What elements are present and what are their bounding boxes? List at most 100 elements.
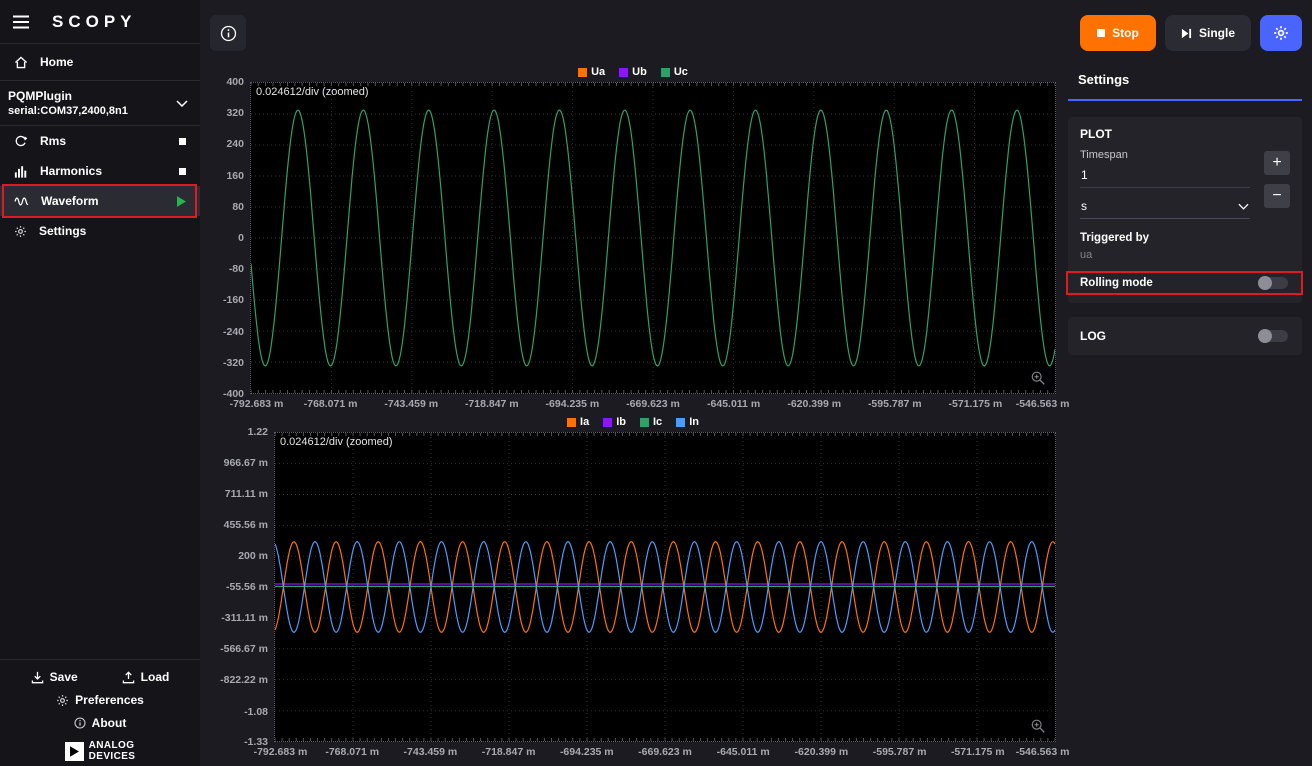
- preferences-button[interactable]: Preferences: [56, 693, 144, 707]
- x-tick-label: -571.175 m: [948, 398, 1003, 410]
- annotation-box-waveform: [2, 184, 197, 218]
- gear-icon: [1274, 26, 1288, 40]
- plots-area: Ua Ub Uc 400 320 240 160 80 0 -80 -160 -240 -320 -40…: [210, 58, 1069, 766]
- legend-swatch: [578, 67, 588, 77]
- stop-label: Stop: [1112, 26, 1139, 40]
- legend-label: Ub: [632, 66, 647, 78]
- legend-item-Ic[interactable]: Ic: [640, 416, 662, 428]
- timespan-increment-button[interactable]: +: [1264, 151, 1290, 175]
- sidebar-item-waveform[interactable]: Waveform: [0, 184, 200, 218]
- timespan-unit-value: s: [1081, 199, 1087, 213]
- timespan-decrement-button[interactable]: −: [1264, 184, 1290, 208]
- plugin-header[interactable]: PQMPlugin serial:COM37,2400,8n1: [0, 81, 200, 125]
- sidebar-item-rms[interactable]: Rms: [0, 126, 200, 156]
- stop-button[interactable]: Stop: [1080, 15, 1156, 51]
- legend-swatch: [619, 67, 629, 77]
- y-tick-label: -1.08: [244, 705, 268, 718]
- settings-panel: Settings PLOT Timespan 1 s + −: [1066, 58, 1303, 766]
- current-chart: Ia Ib Ic In 1.22 966.67 m 711.11 m 455.56 m 200…: [210, 414, 1069, 760]
- plugin-serial: serial:COM37,2400,8n1: [8, 105, 128, 117]
- current-y-axis: 1.22 966.67 m 711.11 m 455.56 m 200 m -55.56 …: [210, 426, 274, 748]
- chevron-down-icon: [1238, 203, 1249, 210]
- sidebar-item-settings[interactable]: Settings: [0, 216, 200, 246]
- triggered-by-value[interactable]: ua: [1080, 249, 1093, 261]
- log-toggle[interactable]: [1258, 329, 1288, 343]
- about-button[interactable]: About: [74, 716, 126, 730]
- stop-square-icon: [1097, 29, 1106, 37]
- zoom-icon[interactable]: [1030, 370, 1046, 386]
- chevron-down-icon[interactable]: [176, 99, 188, 107]
- x-tick-label: -694.235 m: [545, 398, 600, 410]
- legend-label: Ib: [616, 416, 626, 428]
- x-tick-label: -595.787 m: [867, 398, 922, 410]
- legend-item-Ub[interactable]: Ub: [619, 66, 647, 78]
- topbar: Stop Single: [210, 0, 1302, 58]
- gear-icon: [57, 694, 69, 706]
- analog-devices-triangle-icon: [64, 742, 84, 761]
- plot-settings-button[interactable]: [1260, 15, 1302, 51]
- x-tick-label: -620.399 m: [787, 398, 842, 410]
- rms-stop-indicator[interactable]: [179, 137, 186, 145]
- load-button[interactable]: Load: [122, 670, 169, 684]
- brand-line2: DEVICES: [88, 750, 136, 762]
- legend-label: Ic: [653, 416, 663, 428]
- x-tick-label: -595.787 m: [872, 746, 927, 758]
- x-tick-label: -546.563 m: [1015, 398, 1070, 410]
- menu-icon[interactable]: [12, 15, 30, 29]
- y-tick-label: -320: [222, 356, 244, 369]
- single-button[interactable]: Single: [1165, 15, 1251, 51]
- rms-icon: [14, 134, 28, 148]
- y-tick-label: 1.22: [247, 426, 268, 438]
- legend-swatch: [676, 417, 686, 427]
- timespan-input[interactable]: 1: [1080, 166, 1250, 188]
- main-area: Stop Single Ua Ub Uc 400 320 240 160 80 0 -80 -16…: [200, 0, 1312, 766]
- x-tick-label: -768.071 m: [303, 398, 358, 410]
- rolling-mode-label: Rolling mode: [1080, 277, 1153, 289]
- timespan-unit-select[interactable]: s: [1080, 197, 1250, 219]
- settings-panel-title: Settings: [1078, 72, 1130, 87]
- sidebar-item-harmonics[interactable]: Harmonics: [0, 156, 200, 186]
- save-button[interactable]: Save: [31, 670, 78, 684]
- y-tick-label: 711.11 m: [224, 487, 268, 500]
- triggered-by-label: Triggered by: [1080, 232, 1150, 244]
- y-tick-label: -1.33: [244, 736, 268, 748]
- x-tick-label: -645.011 m: [707, 398, 761, 410]
- y-tick-label: 400: [226, 76, 244, 88]
- preferences-label: Preferences: [75, 693, 144, 707]
- toggle-knob: [1258, 276, 1272, 290]
- legend-swatch: [640, 417, 649, 427]
- harmonics-stop-indicator[interactable]: [179, 167, 186, 175]
- rolling-mode-row: Rolling mode: [1066, 271, 1303, 295]
- legend-label: Uc: [673, 66, 688, 78]
- analog-devices-logo: ANALOG DEVICES: [64, 740, 136, 762]
- y-tick-label: -55.56 m: [225, 581, 268, 594]
- divider: [0, 125, 200, 126]
- legend-item-In[interactable]: In: [676, 416, 699, 428]
- x-tick-label: -546.563 m: [1015, 746, 1070, 758]
- legend-item-Uc[interactable]: Uc: [660, 66, 688, 78]
- sidebar-item-home[interactable]: Home: [0, 44, 200, 80]
- zoom-icon[interactable]: [1030, 718, 1046, 734]
- log-label: LOG: [1080, 329, 1106, 343]
- legend-item-Ia[interactable]: Ia: [567, 416, 589, 428]
- x-tick-label: -620.399 m: [794, 746, 849, 758]
- rolling-mode-toggle[interactable]: [1258, 276, 1288, 290]
- legend-label: Ua: [591, 66, 606, 78]
- y-tick-label: -822.22 m: [220, 674, 268, 687]
- log-card: LOG: [1068, 317, 1302, 355]
- waveform-label: Waveform: [41, 194, 99, 208]
- legend-item-Ua[interactable]: Ua: [578, 66, 605, 78]
- info-button[interactable]: [210, 15, 246, 51]
- save-icon: [31, 671, 43, 683]
- sidebar-footer: Save Load Preferences About ANALOG DEVIC…: [0, 659, 200, 766]
- waveform-run-indicator[interactable]: [177, 195, 186, 207]
- settings-panel-underline: [1068, 99, 1302, 101]
- voltage-plot-canvas[interactable]: 0.024612/div (zoomed): [250, 82, 1056, 394]
- legend-item-Ib[interactable]: Ib: [603, 416, 626, 428]
- y-tick-label: 160: [226, 169, 244, 182]
- y-tick-label: 320: [226, 107, 244, 120]
- home-label: Home: [40, 55, 74, 69]
- current-scale-annotation: 0.024612/div (zoomed): [280, 436, 393, 448]
- current-plot-canvas[interactable]: 0.024612/div (zoomed): [274, 432, 1056, 742]
- waveform-icon: [14, 196, 29, 207]
